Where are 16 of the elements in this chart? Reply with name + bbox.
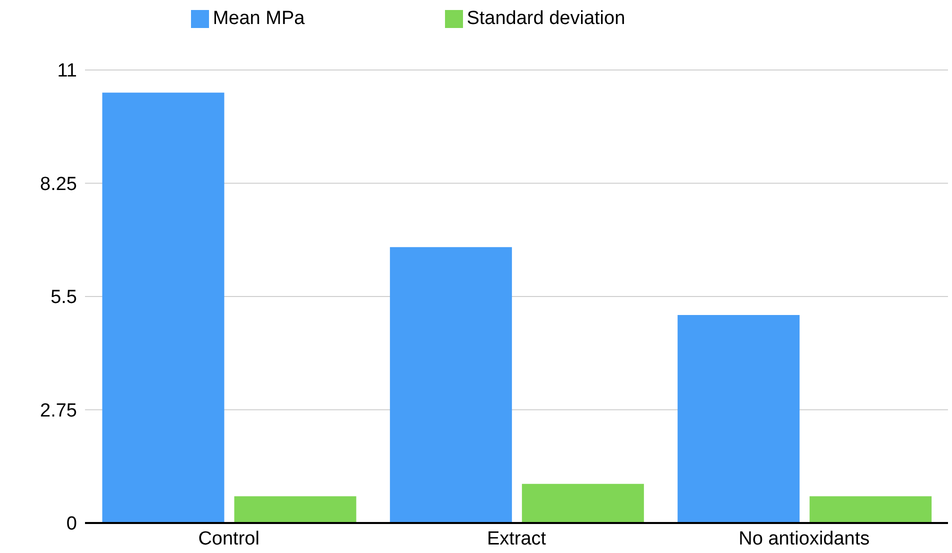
bar [678,315,800,523]
x-tick-label: Extract [486,528,547,550]
bar [234,496,356,523]
y-tick-label: 0 [66,514,77,535]
legend-label: Mean MPa [212,8,305,29]
x-tick-label: No antioxidants [738,528,870,550]
bar [390,247,512,523]
bar [522,484,644,523]
y-tick-label: 2.75 [40,400,77,422]
bar [810,496,932,523]
y-tick-label: 8.25 [40,174,77,195]
y-tick-label: 5.5 [50,287,77,308]
legend-label: Standard deviation [466,8,626,29]
x-tick-label: Control [198,528,260,550]
bar [102,92,224,523]
y-tick-label: 11 [57,60,77,82]
